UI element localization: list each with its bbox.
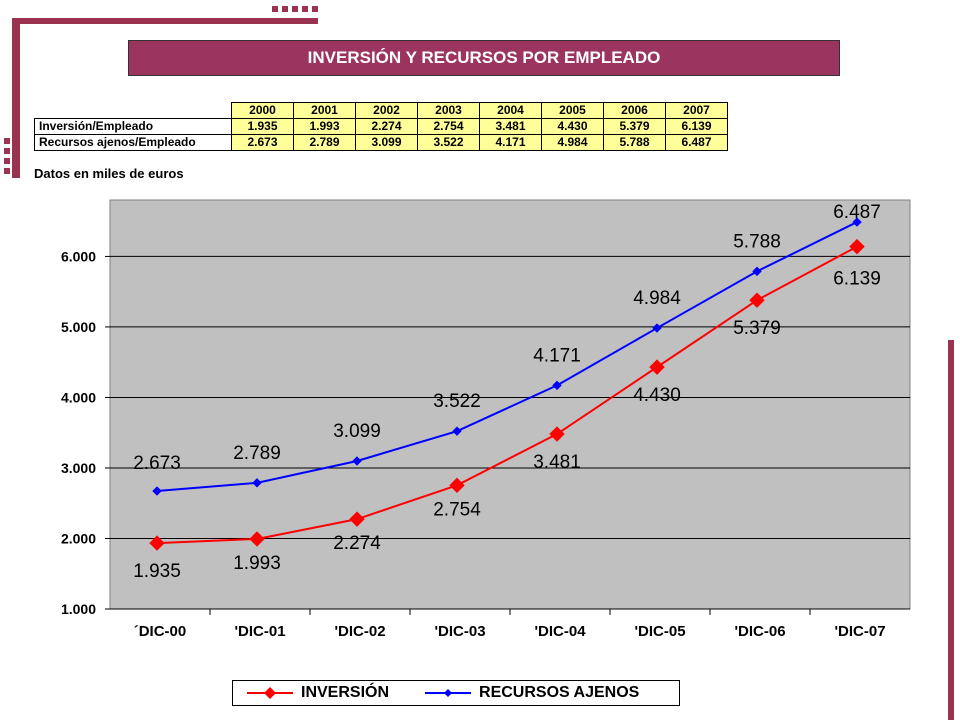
data-label-inversion: 4.430 — [633, 385, 681, 406]
x-tick-label: 'DIC-02 — [334, 623, 385, 640]
year-header: 2006 — [603, 102, 666, 119]
data-table: 2000 2001 2002 2003 2004 2005 2006 2007 … — [34, 102, 728, 151]
data-point-recursos — [152, 486, 162, 496]
x-tick-label: 'DIC-05 — [634, 623, 685, 640]
table-cell: 3.522 — [417, 134, 480, 151]
decorative-dashes-top — [272, 6, 318, 12]
data-label-recursos: 2.673 — [133, 453, 181, 474]
data-point-inversion — [749, 292, 765, 308]
plot-area — [109, 199, 911, 610]
x-tick-label: ´DIC-00 — [134, 623, 187, 640]
table-cell: 5.379 — [603, 118, 666, 135]
legend-swatch-inversion — [247, 687, 293, 699]
data-label-inversion: 1.935 — [133, 561, 181, 582]
data-point-recursos — [852, 217, 862, 227]
data-point-inversion — [249, 531, 265, 547]
table-cell: 4.984 — [541, 134, 604, 151]
table-cell: 5.788 — [603, 134, 666, 151]
data-label-recursos: 2.789 — [233, 443, 281, 464]
data-point-recursos — [752, 266, 762, 277]
x-tick-label: 'DIC-07 — [834, 623, 885, 640]
data-label-recursos: 3.099 — [333, 421, 381, 442]
x-tick-label: 'DIC-04 — [534, 623, 586, 640]
chart-legend: INVERSIÓN RECURSOS AJENOS — [232, 680, 680, 706]
x-tick-label: 'DIC-01 — [234, 623, 285, 640]
series-line-recursos — [156, 221, 858, 493]
table-cell: 3.481 — [479, 118, 542, 135]
decorative-border-top — [12, 18, 318, 24]
data-point-recursos — [252, 478, 262, 488]
x-tick-label: 'DIC-06 — [734, 623, 785, 640]
data-label-recursos: 4.171 — [533, 345, 581, 366]
table-cell: 2.274 — [355, 118, 418, 135]
legend-label-recursos: RECURSOS AJENOS — [479, 684, 640, 701]
decorative-border-right — [948, 340, 954, 720]
data-point-inversion — [649, 359, 665, 375]
data-label-inversion: 5.379 — [733, 318, 781, 339]
data-label-recursos: 3.522 — [433, 391, 481, 412]
data-label-recursos: 5.788 — [733, 231, 781, 252]
row-label: Recursos ajenos/Empleado — [34, 134, 232, 151]
decorative-dashes-left — [4, 138, 10, 178]
decorative-border-left — [12, 18, 20, 178]
data-label-recursos: 6.487 — [833, 202, 881, 223]
y-tick-label: 3.000 — [61, 460, 96, 476]
table-cell: 4.430 — [541, 118, 604, 135]
data-point-inversion — [349, 511, 365, 527]
table-cell: 2.754 — [417, 118, 480, 135]
table-cell: 2.673 — [231, 134, 294, 151]
table-row: Recursos ajenos/Empleado 2.673 2.789 3.0… — [34, 134, 728, 151]
y-tick-label: 5.000 — [61, 319, 96, 335]
table-cell: 6.487 — [665, 134, 728, 151]
data-label-inversion: 1.993 — [233, 553, 281, 574]
units-note: Datos en miles de euros — [34, 166, 184, 181]
data-label-inversion: 6.139 — [833, 269, 881, 290]
table-cell: 1.993 — [293, 118, 356, 135]
table-row: Inversión/Empleado 1.935 1.993 2.274 2.7… — [34, 118, 728, 135]
year-header: 2007 — [665, 102, 728, 119]
x-tick-label: 'DIC-03 — [434, 623, 485, 640]
legend-item-inversion: INVERSIÓN — [247, 684, 389, 702]
table-cell: 6.139 — [665, 118, 728, 135]
y-tick-label: 4.000 — [61, 389, 96, 405]
table-cell: 3.099 — [355, 134, 418, 151]
data-label-recursos: 4.984 — [633, 288, 681, 309]
data-label-inversion: 2.754 — [433, 499, 481, 520]
year-header: 2004 — [479, 102, 542, 119]
data-point-recursos — [652, 323, 662, 333]
table-cell: 1.935 — [231, 118, 294, 135]
data-label-inversion: 3.481 — [533, 452, 581, 473]
legend-item-recursos: RECURSOS AJENOS — [425, 684, 639, 702]
y-tick-label: 2.000 — [61, 530, 96, 546]
series-line-inversion — [156, 245, 858, 545]
data-label-inversion: 2.274 — [333, 533, 381, 554]
data-point-inversion — [449, 477, 465, 494]
legend-swatch-recursos — [425, 689, 472, 697]
data-point-recursos — [552, 380, 562, 391]
table-cell: 4.171 — [479, 134, 542, 151]
page-title: INVERSIÓN Y RECURSOS POR EMPLEADO — [128, 40, 840, 76]
row-label: Inversión/Empleado — [34, 118, 232, 135]
y-tick-label: 6.000 — [61, 248, 96, 264]
y-tick-label: 1.000 — [61, 601, 96, 617]
table-cell: 2.789 — [293, 134, 356, 151]
data-point-recursos — [452, 426, 462, 436]
legend-label-inversion: INVERSIÓN — [301, 684, 390, 701]
data-point-recursos — [352, 456, 362, 466]
data-point-inversion — [849, 238, 865, 255]
data-point-inversion — [149, 535, 165, 551]
data-point-inversion — [549, 426, 565, 442]
year-header: 2005 — [541, 102, 604, 119]
